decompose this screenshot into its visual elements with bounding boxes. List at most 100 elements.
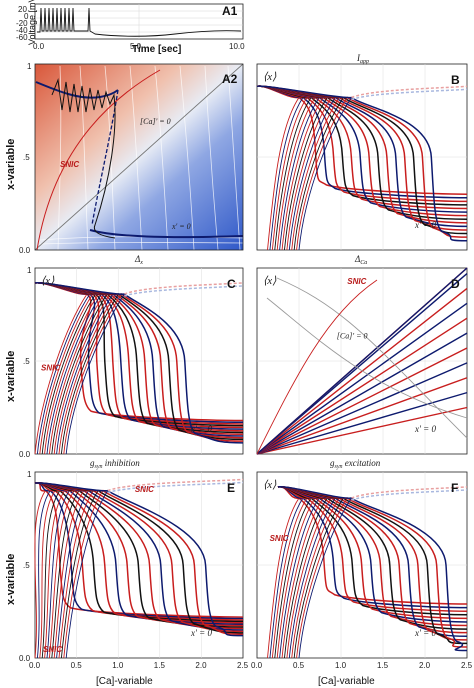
panel-d-x-nullcline-label: x' = 0 <box>414 424 436 434</box>
panel-c-bottom-label: gsyn inhibition <box>90 458 140 470</box>
panel-f-nullcline-13 <box>277 486 468 652</box>
panel-f-flank-10 <box>291 497 340 659</box>
a1-xtick-1: 0.0 <box>33 42 45 51</box>
panel-d-ca-nullcline-4 <box>256 347 468 455</box>
panel-d-snic-label: SNIC <box>347 277 366 286</box>
panel-d-ca-nullcline-label: [Ca]' = 0 <box>337 332 368 341</box>
panel-f-flank-11 <box>293 497 344 659</box>
panel-b-flank-11 <box>293 97 344 251</box>
a1-xlabel: Time [sec] <box>132 44 181 55</box>
y-axis-label-top: x-variable <box>5 139 17 190</box>
panel-f-flank-2 <box>271 497 308 659</box>
panel-f-nullcline-4 <box>277 486 468 620</box>
panel-b-flank-8 <box>286 97 332 251</box>
panel-c-nullcline-13 <box>34 282 244 444</box>
panel-e-flank-2 <box>39 490 56 659</box>
panel-f-nullcline-1 <box>277 486 468 609</box>
a2-snic-curve <box>36 69 161 250</box>
panel-b-flank-6 <box>281 97 324 251</box>
panel-e-ytick-0: 0.0 <box>19 654 31 663</box>
panel-f-unstable-branch-blue <box>351 489 468 501</box>
panel-b-flank-5 <box>279 97 320 251</box>
a1-voltage-trace <box>37 7 242 37</box>
panel-e-flank-9 <box>56 490 89 659</box>
panel-d-ca-nullcline-5 <box>256 332 468 455</box>
a1-ytick-1: 20 <box>18 5 27 14</box>
panel-c-flank-4 <box>44 293 99 455</box>
panel-e-nullcline-2 <box>34 482 244 621</box>
a1-xtick-2: 5.0 <box>130 42 142 51</box>
panel-f-flank-12 <box>296 497 348 659</box>
panel-c-unstable-branch-blue <box>124 285 244 297</box>
panel-c-x-nullcline-label: x' = 0 <box>190 424 212 434</box>
panel-c-flank-0 <box>34 293 88 455</box>
a2-frame <box>34 63 244 251</box>
panel-b-unstable-branch-blue <box>351 88 468 101</box>
panel-b-bottom-sub: Ca <box>360 260 367 266</box>
panel-e-flank-7 <box>51 490 80 659</box>
panel-b-flank-4 <box>276 97 316 251</box>
panel-b-nullcline-0 <box>256 85 468 195</box>
panel-b-flank-9 <box>288 97 336 251</box>
panel-c-flank-8 <box>53 293 111 455</box>
panel-e-flank-12 <box>63 490 104 659</box>
panel-f-label: F <box>451 481 458 495</box>
panel-d <box>256 267 468 455</box>
panel-f-avg-label: ⟨x⟩ <box>263 479 277 491</box>
panel-b-top-label: Iapp <box>356 53 369 65</box>
panel-e-xtick-1: 0.5 <box>71 661 83 670</box>
panel-e-nullcline-3 <box>34 482 244 623</box>
panel-b-nullcline-13 <box>256 85 468 242</box>
panel-c-label: C <box>227 277 236 291</box>
panel-e-flank-5 <box>46 490 70 659</box>
panel-f-nullcline-7 <box>277 486 468 630</box>
panel-e-xtick-0: 0.0 <box>29 661 41 670</box>
panel-f-xtick-5: 2.5 <box>461 661 473 670</box>
panel-b-flank-3 <box>274 97 312 251</box>
panel-c-flank-2 <box>39 293 94 455</box>
panel-c-unstable-branch-red <box>124 282 244 295</box>
panel-b <box>256 63 468 251</box>
panel-c-flank-1 <box>36 293 91 455</box>
a2-limit-cycle <box>51 78 116 239</box>
a2-panel-label: A2 <box>222 72 238 86</box>
x-axis-label-left: [Ca]-variable <box>96 676 153 687</box>
a2-contents <box>35 64 243 250</box>
panel-a2-ytick-1: .5 <box>23 153 30 162</box>
panel-b-flank-7 <box>284 97 328 251</box>
panel-f-xtick-0: 0.0 <box>251 661 263 670</box>
panel-b-nullcline-1 <box>256 85 468 199</box>
a1-ytick-5: -60 <box>16 33 28 42</box>
panel-d-snic-curve <box>256 279 378 455</box>
panel-e-snic-label: SNIC <box>135 485 154 494</box>
panel-c-flank-13 <box>65 293 125 455</box>
panel-e-flank-6 <box>48 490 75 659</box>
a1-ytick-2: 0 <box>24 12 29 21</box>
panel-c-flank-7 <box>51 293 108 455</box>
panel-e-label: E <box>227 481 235 495</box>
panel-f-xtick-4: 2.0 <box>419 661 431 670</box>
a1-panel-label: A1 <box>222 4 238 18</box>
panel-b-unstable-branch-red <box>351 85 468 99</box>
panel-d-bottom-rest: excitation <box>343 458 381 468</box>
panel-f-flank-5 <box>279 497 320 659</box>
panel-f-flank-8 <box>286 497 332 659</box>
panel-c-snic-label: SNIC <box>41 363 60 372</box>
panel-e-flank-4 <box>44 490 65 659</box>
panel-d-label: D <box>451 277 460 291</box>
panel-f-flank-6 <box>281 497 324 659</box>
panel-e-xtick-3: 1.5 <box>154 661 166 670</box>
panel-f-snic-label: SNIC <box>270 534 289 543</box>
panel-f-flank-9 <box>288 497 336 659</box>
panel-f-flank-7 <box>284 497 328 659</box>
panel-e-nullcline-4 <box>34 482 244 624</box>
a1-xtick-3: 10.0 <box>229 42 245 51</box>
panel-b-flank-13 <box>298 97 352 251</box>
a1-ytick-4: -40 <box>16 26 28 35</box>
panel-e-flank-11 <box>60 490 99 659</box>
panel-f-nullcline-6 <box>277 486 468 627</box>
panel-c-flank-10 <box>58 293 117 455</box>
panel-a1: A1 Time [sec] Voltage [mV] 20 0 -20 -40 … <box>16 0 245 55</box>
panel-f-flank-1 <box>269 497 304 659</box>
